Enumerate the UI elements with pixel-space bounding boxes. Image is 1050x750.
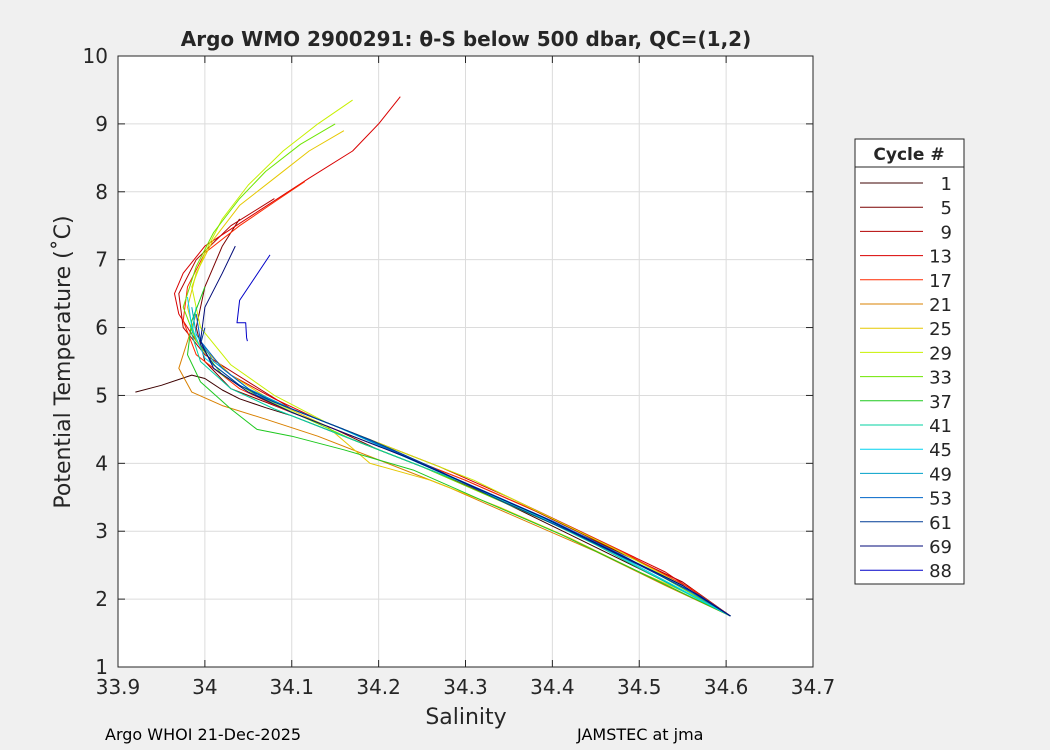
footer-right-text: JAMSTEC at jma [577, 725, 704, 744]
legend-label-cycle-53: 53 [929, 489, 952, 510]
legend-box [854, 138, 965, 585]
legend-label-cycle-69: 69 [929, 537, 952, 558]
legend-label-cycle-49: 49 [929, 464, 952, 485]
x-tick-label: 34.2 [356, 675, 401, 699]
y-tick-label: 6 [95, 316, 108, 340]
x-tick-label: 34.3 [443, 675, 488, 699]
series-line-cycle-41 [191, 307, 731, 617]
y-tick-label: 1 [95, 655, 108, 679]
x-tick-label: 34.6 [704, 675, 749, 699]
x-tick-label: 34.5 [617, 675, 662, 699]
legend-label-cycle-25: 25 [929, 319, 952, 340]
series-line-cycle-37 [187, 286, 731, 617]
y-tick-label: 5 [95, 383, 108, 407]
y-tick-label: 3 [95, 519, 108, 543]
legend-label-cycle-21: 21 [929, 295, 952, 316]
x-tick-label: 33.9 [96, 675, 141, 699]
series-layer [135, 96, 731, 617]
series-line-cycle-29 [191, 99, 731, 617]
legend-label-cycle-9: 9 [941, 222, 952, 243]
series-line-cycle-88 [236, 254, 271, 342]
legend-label-cycle-61: 61 [929, 513, 952, 534]
legend-label-cycle-45: 45 [929, 440, 952, 461]
legend: Cycle # 1 5 9 13 17 21 25 29 33 37 41 45 49 53 61 69 88 [854, 138, 965, 585]
legend-label-cycle-13: 13 [929, 247, 952, 268]
series-line-cycle-69 [200, 245, 731, 617]
legend-label-cycle-1: 1 [941, 174, 952, 195]
y-tick-label: 4 [95, 451, 108, 475]
y-tick-label: 8 [95, 180, 108, 204]
legend-entries: 1 5 9 13 17 21 25 29 33 37 41 45 49 53 61 69 88 [860, 174, 952, 582]
x-tick-label: 34.1 [269, 675, 314, 699]
y-tick-label: 9 [95, 112, 108, 136]
legend-label-cycle-33: 33 [929, 368, 952, 389]
chart-title: Argo WMO 2900291: θ-S below 500 dbar, QC… [181, 27, 751, 51]
legend-label-cycle-88: 88 [929, 561, 952, 582]
y-tick-label: 10 [83, 44, 108, 68]
x-tick-label: 34.4 [530, 675, 575, 699]
footer-left-text: Argo WHOI 21-Dec-2025 [105, 725, 302, 744]
series-line-cycle-61 [200, 327, 731, 617]
legend-label-cycle-37: 37 [929, 392, 952, 413]
legend-label-cycle-5: 5 [941, 198, 952, 219]
series-line-cycle-25 [187, 130, 731, 617]
legend-label-cycle-41: 41 [929, 416, 952, 437]
legend-label-cycle-29: 29 [929, 343, 952, 364]
y-tick-label: 2 [95, 587, 108, 611]
x-tick-label: 34 [192, 675, 217, 699]
ticks: 33.9 34 34.1 34.2 34.3 34.4 34.5 34.6 34.7123456… [83, 44, 836, 699]
legend-title: Cycle # [873, 145, 944, 165]
y-axis-label: Potential Temperature (˚C) [51, 215, 76, 508]
x-axis-label: Salinity [425, 705, 506, 730]
legend-label-cycle-17: 17 [929, 271, 952, 292]
y-tick-label: 7 [95, 248, 108, 272]
x-tick-label: 34.7 [791, 675, 836, 699]
